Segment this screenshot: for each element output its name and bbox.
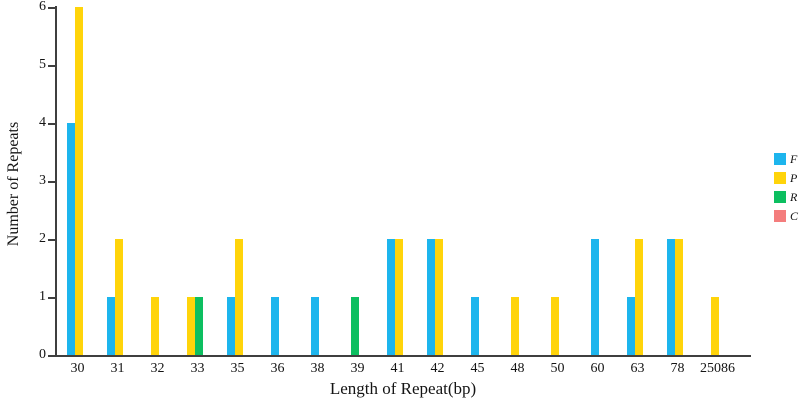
bar-P-25086 xyxy=(710,297,719,355)
legend-swatch-R xyxy=(774,191,786,203)
bar-P-78 xyxy=(674,239,683,355)
bar-R-39 xyxy=(350,297,359,355)
y-tick-label: 6 xyxy=(39,0,46,14)
legend-label-P: P xyxy=(790,171,798,185)
legend-label-C: C xyxy=(790,209,799,223)
bar-P-48 xyxy=(510,297,519,355)
legend-swatch-C xyxy=(774,210,786,222)
bar-F-31 xyxy=(106,297,115,355)
bar-P-30 xyxy=(74,7,83,355)
bar-F-35 xyxy=(226,297,235,355)
y-tick-label: 0 xyxy=(39,347,46,362)
y-tick-label: 1 xyxy=(39,289,46,304)
x-tick-label: 42 xyxy=(430,361,445,376)
bar-F-41 xyxy=(386,239,395,355)
y-tick-mark xyxy=(48,122,55,125)
y-axis-line xyxy=(55,6,57,357)
legend-label-R: R xyxy=(790,190,798,204)
x-tick-label: 36 xyxy=(270,361,285,376)
x-tick-label: 38 xyxy=(310,361,325,376)
x-tick-label: 45 xyxy=(470,361,485,376)
y-tick-mark xyxy=(48,354,55,357)
y-tick-mark xyxy=(48,180,55,183)
y-tick-mark xyxy=(48,296,55,299)
bar-F-60 xyxy=(590,239,599,355)
x-tick-label: 30 xyxy=(70,361,85,376)
y-tick-mark xyxy=(48,64,55,67)
bar-F-78 xyxy=(666,239,675,355)
legend-swatch-P xyxy=(774,172,786,184)
bar-P-50 xyxy=(550,297,559,355)
legend-label-F: F xyxy=(790,152,798,166)
x-tick-label: 63 xyxy=(630,361,645,376)
x-tick-label: 33 xyxy=(190,361,205,376)
bar-F-42 xyxy=(426,239,435,355)
bar-P-63 xyxy=(634,239,643,355)
x-tick-label: 41 xyxy=(390,361,405,376)
y-tick-label: 2 xyxy=(39,231,46,246)
y-tick-mark xyxy=(48,238,55,241)
y-tick-label: 3 xyxy=(39,173,46,188)
bar-F-36 xyxy=(270,297,279,355)
legend-item-R: R xyxy=(772,188,800,207)
bar-P-35 xyxy=(234,239,243,355)
y-tick-label: 5 xyxy=(39,57,46,72)
y-tick-mark xyxy=(48,6,55,9)
bar-P-42 xyxy=(434,239,443,355)
legend-item-P: P xyxy=(772,169,800,188)
legend-swatch-F xyxy=(774,153,786,165)
bar-P-33 xyxy=(186,297,195,355)
y-tick-label: 4 xyxy=(39,115,46,130)
x-axis-title: Length of Repeat(bp) xyxy=(329,379,477,398)
x-tick-label: 60 xyxy=(590,361,605,376)
bar-R-33 xyxy=(194,297,203,355)
legend-item-C: C xyxy=(772,207,800,226)
x-tick-label: 25086 xyxy=(700,361,735,376)
bar-P-41 xyxy=(394,239,403,355)
x-tick-label: 32 xyxy=(150,361,165,376)
bar-P-32 xyxy=(150,297,159,355)
bar-F-63 xyxy=(626,297,635,355)
bar-F-38 xyxy=(310,297,319,355)
x-tick-label: 35 xyxy=(230,361,245,376)
x-tick-label: 39 xyxy=(350,361,365,376)
x-tick-label: 48 xyxy=(510,361,525,376)
legend-item-F: F xyxy=(772,150,800,169)
bar-F-30 xyxy=(66,123,75,355)
x-tick-label: 78 xyxy=(670,361,685,376)
x-tick-label: 50 xyxy=(550,361,565,376)
bar-F-45 xyxy=(470,297,479,355)
x-axis-line xyxy=(55,355,751,357)
bar-P-31 xyxy=(114,239,123,355)
x-tick-label: 31 xyxy=(110,361,125,376)
